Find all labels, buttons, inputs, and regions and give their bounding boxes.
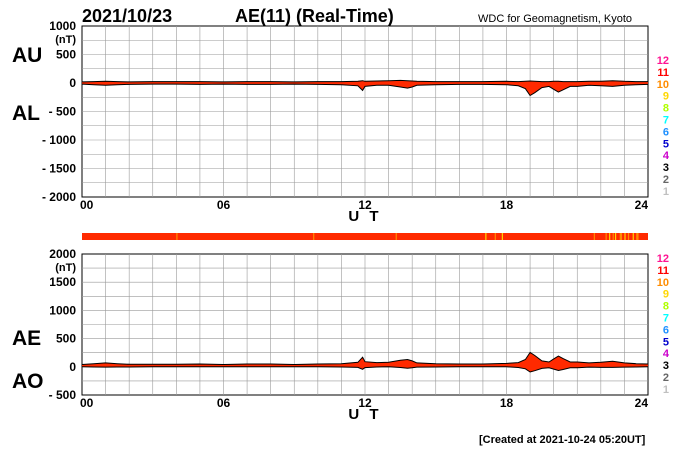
- status-bar-segment: [632, 233, 634, 240]
- station-legend-item: 10: [657, 277, 669, 289]
- status-bar-segment: [313, 233, 315, 240]
- x-tick-label: 24: [635, 396, 649, 410]
- x-tick-label: 12: [358, 198, 372, 212]
- created-timestamp: [Created at 2021-10-24 05:20UT]: [479, 434, 646, 446]
- y-tick-label: 2000: [49, 247, 76, 261]
- y-tick-label: 1000: [49, 19, 76, 33]
- y-tick-label: 500: [56, 332, 76, 346]
- status-bar-segment: [485, 233, 487, 240]
- y-tick-label: - 500: [49, 105, 77, 119]
- station-legend-item: 2: [663, 174, 669, 186]
- date-label: 2021/10/23: [82, 6, 172, 26]
- chart-title: AE(11) (Real-Time): [235, 6, 394, 26]
- x-tick-label: 18: [500, 396, 514, 410]
- x-axis-label: U T: [348, 406, 381, 423]
- x-tick-label: 00: [80, 396, 94, 410]
- x-tick-label: 18: [500, 198, 514, 212]
- status-bar-segment: [605, 233, 607, 240]
- lower-envelope-line: [81, 366, 649, 373]
- x-tick-label: 06: [217, 396, 231, 410]
- lower-envelope-line: [81, 83, 649, 97]
- x-axis-label: U T: [348, 208, 381, 225]
- station-legend-item: 8: [663, 301, 669, 313]
- y-tick-label: - 1000: [42, 133, 76, 147]
- station-legend-item: 5: [663, 336, 669, 348]
- station-legend-item: 1: [663, 384, 669, 396]
- station-legend-item: 3: [663, 162, 669, 174]
- status-bar-segment: [501, 233, 503, 240]
- station-legend-item: 7: [663, 313, 669, 325]
- y-tick-label: 0: [69, 76, 76, 90]
- status-bar-segment: [494, 233, 496, 240]
- station-legend-item: 8: [663, 103, 669, 115]
- y-tick-label: 1500: [49, 275, 76, 289]
- status-bar-segment: [627, 233, 630, 240]
- source-label: WDC for Geomagnetism, Kyoto: [478, 13, 632, 25]
- y-unit-label: (nT): [55, 262, 76, 274]
- x-tick-label: 06: [217, 198, 231, 212]
- y-tick-label: 500: [56, 48, 76, 62]
- y-tick-label: 1000: [49, 303, 76, 317]
- station-legend-item: 4: [663, 150, 670, 162]
- station-legend-item: 1: [663, 186, 669, 198]
- upper-envelope-line: [81, 351, 649, 366]
- station-legend-item: 4: [663, 348, 670, 360]
- station-legend-item: 6: [663, 324, 669, 336]
- station-legend-item: 5: [663, 138, 669, 150]
- status-bar-segment: [593, 233, 595, 240]
- au-al-panel: 1000 500 0 - 500 - 1000 - 1500 - 2000 (nT) 00 06 1…: [12, 19, 670, 225]
- y-tick-label: - 2000: [42, 190, 76, 204]
- x-tick-label: 12: [358, 396, 372, 410]
- index-label-ae: AE: [12, 327, 41, 350]
- y-tick-label: - 1500: [42, 162, 76, 176]
- station-legend-item: 10: [657, 79, 669, 91]
- station-legend-item: 11: [657, 67, 669, 79]
- x-tick-label: 24: [635, 198, 649, 212]
- x-tick-label: 00: [80, 198, 94, 212]
- status-bar-segment: [614, 233, 617, 240]
- station-status-bar: [82, 233, 648, 240]
- index-label-ao: AO: [12, 370, 44, 393]
- data-area: [82, 80, 648, 96]
- status-bar-segment: [395, 233, 397, 240]
- station-legend-item: 12: [657, 55, 669, 67]
- upper-envelope-line: [81, 79, 648, 83]
- station-legend-item: 12: [657, 253, 669, 265]
- station-legend-item: 3: [663, 360, 669, 372]
- station-legend-item: 6: [663, 126, 669, 138]
- status-bar-segment: [624, 233, 626, 240]
- station-legend-item: 2: [663, 372, 669, 384]
- y-unit-label: (nT): [55, 34, 76, 46]
- y-tick-label: - 500: [49, 388, 77, 402]
- index-label-al: AL: [12, 102, 40, 125]
- status-bar-segment: [176, 233, 178, 240]
- status-bar-segment: [619, 233, 623, 240]
- status-bar-segment: [636, 233, 639, 240]
- station-legend-item: 11: [657, 265, 669, 277]
- y-tick-label: 0: [69, 360, 76, 374]
- station-legend-item: 9: [663, 289, 669, 301]
- status-bar-base: [82, 233, 648, 240]
- index-label-au: AU: [12, 44, 42, 67]
- status-bar-segment: [612, 233, 614, 240]
- station-legend-item: 9: [663, 91, 669, 103]
- station-legend-item: 7: [663, 115, 669, 127]
- status-bar-segment: [609, 233, 611, 240]
